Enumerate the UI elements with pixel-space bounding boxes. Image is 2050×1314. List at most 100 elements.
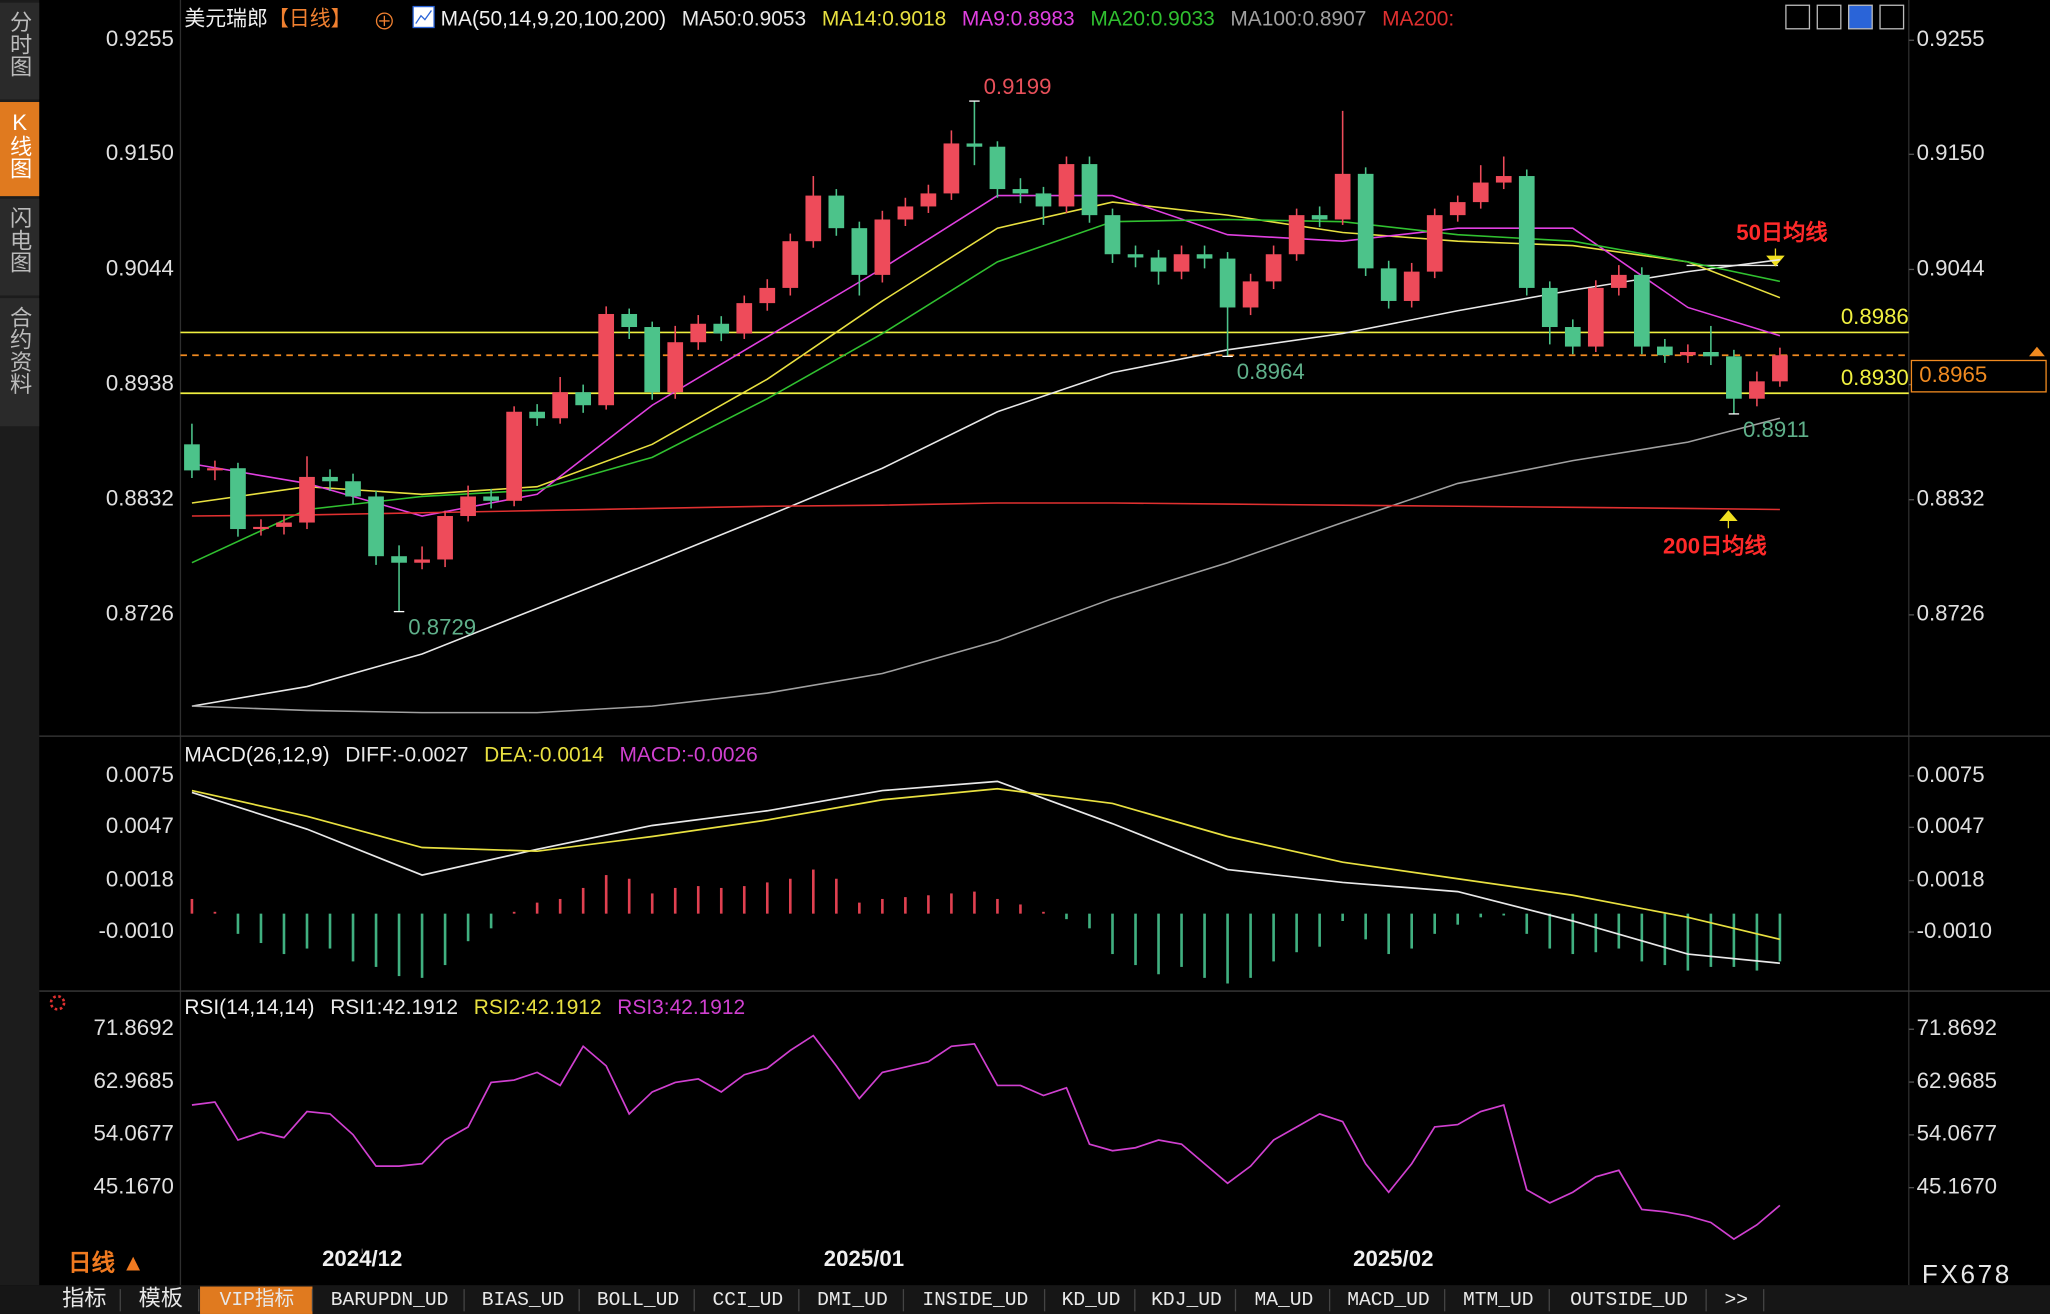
y-tick-label: 0.0075: [1917, 762, 1985, 787]
settings-icon[interactable]: [49, 994, 66, 1011]
level-label: 0.8930: [1841, 365, 1909, 390]
y-tick-label: 0.8832: [106, 486, 174, 511]
legend: 美元瑞郎【日线】: [184, 7, 351, 30]
tab-bg[interactable]: [1445, 1286, 1550, 1314]
tab-bg[interactable]: [1550, 1286, 1707, 1314]
sidebar-tab[interactable]: [0, 198, 40, 296]
candle-body: [460, 496, 476, 517]
tab-label[interactable]: MTM_UD: [1463, 1289, 1534, 1311]
legend-entry: MA50:0.9053: [682, 7, 806, 30]
candle-body: [1703, 352, 1719, 357]
legend-entry: RSI(14,14,14): [184, 996, 314, 1019]
extreme-label: 0.8729: [408, 614, 476, 639]
sidebar-label[interactable]: 闪电图: [7, 206, 32, 273]
y-tick-label: 62.9685: [94, 1068, 174, 1093]
tab-label[interactable]: BIAS_UD: [482, 1289, 564, 1311]
tab-bg[interactable]: [313, 1286, 465, 1314]
tab-bg[interactable]: [465, 1286, 580, 1314]
candle-body: [690, 323, 707, 343]
legend-entry: MA20:0.9033: [1090, 7, 1214, 30]
legend-entry: MACD(26,12,9): [184, 743, 329, 766]
candle-body: [943, 143, 960, 194]
legend-entry: MA100:0.8907: [1230, 7, 1366, 30]
y-tick-label: 62.9685: [1917, 1068, 1997, 1093]
tab-bg[interactable]: [580, 1286, 695, 1314]
candle-body: [1587, 287, 1604, 347]
sidebar-tab[interactable]: [0, 102, 40, 197]
tab-bg[interactable]: [695, 1286, 799, 1314]
sidebar-tab[interactable]: [0, 2, 40, 100]
legend-entry: RSI3:42.1912: [617, 996, 745, 1019]
candle-body: [966, 143, 983, 147]
candle-body: [1495, 176, 1512, 183]
y-tick-label: 45.1670: [1917, 1174, 1997, 1199]
tab-label[interactable]: KD_UD: [1062, 1289, 1121, 1311]
tab-bg[interactable]: [200, 1286, 313, 1314]
toolbar-icons: [1785, 4, 1905, 30]
candle-body: [989, 146, 1006, 190]
tab-label[interactable]: OUTSIDE_UD: [1570, 1289, 1688, 1311]
y-tick-label: -0.0010: [1917, 918, 1992, 943]
tab-bg[interactable]: [1045, 1286, 1135, 1314]
y-tick-label: 0.8726: [1917, 601, 1985, 626]
icon[interactable]: [1816, 4, 1842, 30]
tab-label[interactable]: MACD_UD: [1347, 1289, 1429, 1311]
icon[interactable]: [1785, 4, 1811, 30]
candle-body: [253, 526, 269, 530]
period-label[interactable]: 日线 ▲: [68, 1250, 145, 1276]
candle-body: [1449, 202, 1466, 216]
price-box: [1910, 359, 2047, 393]
y-tick-label: 54.0677: [94, 1121, 174, 1146]
tab-label[interactable]: MA_UD: [1254, 1289, 1313, 1311]
y-tick-label: 0.8726: [106, 601, 174, 626]
tab-label[interactable]: KDJ_UD: [1151, 1289, 1222, 1311]
sidebar-tab[interactable]: [0, 298, 40, 427]
candle-body: [828, 195, 845, 229]
tab-label[interactable]: INSIDE_UD: [922, 1289, 1028, 1311]
candle-body: [1173, 254, 1190, 272]
tab-label[interactable]: BARUPDN_UD: [331, 1289, 449, 1311]
candle-body: [552, 392, 569, 419]
tab-bg[interactable]: [1707, 1286, 1764, 1314]
candle-body: [1288, 215, 1305, 255]
y-tick-label: 71.8692: [1917, 1015, 1997, 1040]
indicator-icon[interactable]: [412, 5, 435, 29]
candle-body: [1012, 189, 1029, 194]
extreme-label: 0.8964: [1237, 359, 1305, 384]
tab-label[interactable]: 指标: [62, 1285, 106, 1310]
sidebar-label[interactable]: 分时图: [7, 10, 32, 77]
sidebar-label[interactable]: K线图: [7, 110, 32, 180]
tab-label[interactable]: DMI_UD: [817, 1289, 888, 1311]
arrow-up: [1719, 510, 1738, 529]
tab-label[interactable]: VIP指标: [220, 1288, 295, 1311]
sidebar-label[interactable]: 合约资料: [7, 306, 32, 396]
candle-body: [506, 411, 522, 501]
icon[interactable]: [1848, 4, 1873, 30]
icon[interactable]: [1879, 4, 1905, 30]
y-tick-label: 0.8832: [1917, 486, 1985, 511]
tab-label[interactable]: 模板: [139, 1285, 183, 1310]
tab-label[interactable]: CCI_UD: [713, 1289, 784, 1311]
candle-body: [1035, 193, 1052, 207]
tab-bg[interactable]: [1330, 1286, 1445, 1314]
add-icon[interactable]: [375, 12, 393, 30]
legend: RSI(14,14,14) RSI1:42.1912 RSI2:42.1912 RSI…: [184, 996, 745, 1019]
legend: MACD(26,12,9) DIFF:-0.0027 DEA:-0.0014 MACD…: [184, 743, 757, 766]
y-tick-label: 0.8938: [106, 370, 174, 395]
y-tick-label: 0.9255: [1917, 26, 1985, 51]
tab-bg[interactable]: [1236, 1286, 1330, 1314]
tab-bg[interactable]: [47, 1286, 121, 1314]
tab-label[interactable]: BOLL_UD: [597, 1289, 679, 1311]
tab-bg[interactable]: [800, 1286, 904, 1314]
candle-body: [1426, 215, 1443, 272]
candle-body: [1219, 258, 1236, 308]
tab-bg[interactable]: [121, 1286, 199, 1314]
tab-bg[interactable]: [1136, 1286, 1236, 1314]
candle-body: [207, 468, 223, 471]
candle-body: [414, 559, 430, 563]
tab-bg[interactable]: [904, 1286, 1045, 1314]
candle-body: [1265, 254, 1282, 282]
tab-label[interactable]: >>: [1724, 1289, 1748, 1311]
legend-entry: 【日线】: [268, 7, 352, 30]
candle-body: [1610, 274, 1627, 288]
